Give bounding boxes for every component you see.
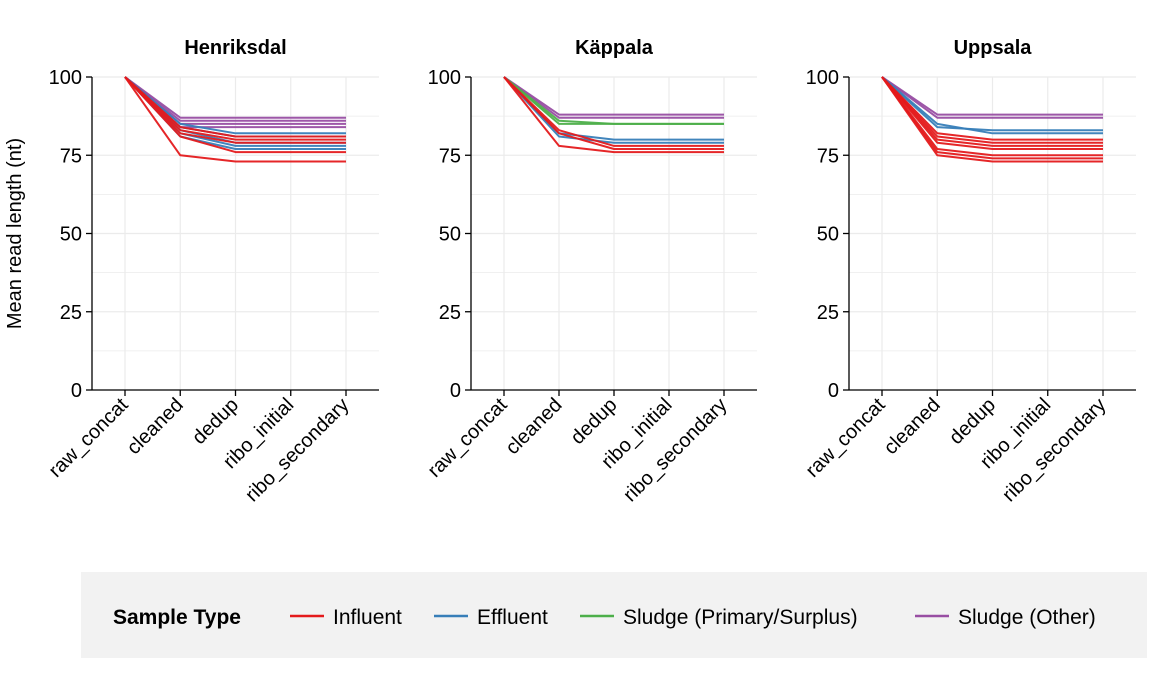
x-tick-label: ribo_secondary (998, 394, 1110, 506)
y-tick-label: 75 (817, 145, 839, 167)
series-line-influent (881, 76, 1103, 141)
x-tick-label: ribo_secondary (241, 394, 353, 506)
y-tick-label: 25 (60, 302, 82, 324)
y-tick-label: 75 (439, 145, 461, 167)
y-tick-label: 50 (817, 224, 839, 246)
x-tick-label: cleaned (123, 394, 188, 459)
y-tick-label: 0 (71, 380, 82, 402)
series-line-sludge-other- (124, 76, 346, 119)
y-axis-title: Mean read length (nt) (4, 138, 26, 329)
x-tick-label: raw_concat (802, 394, 890, 482)
series-line-influent (881, 76, 1103, 147)
legend-title: Sample Type (113, 606, 241, 629)
y-tick-label: 25 (439, 302, 461, 324)
series-line-sludge-primary-surplus- (503, 76, 724, 125)
series-line-effluent (881, 76, 1103, 132)
x-tick-label: raw_concat (45, 394, 133, 482)
series-line-sludge-other- (881, 76, 1103, 116)
series-line-influent (503, 76, 724, 150)
series-line-effluent (881, 76, 1103, 135)
series-line-sludge-other- (881, 76, 1103, 119)
series-line-sludge-other- (124, 76, 346, 122)
y-tick-label: 75 (60, 145, 82, 167)
x-tick-label: raw_concat (424, 394, 512, 482)
y-tick-label: 100 (49, 67, 82, 89)
series-line-sludge-other- (503, 76, 724, 119)
y-tick-label: 0 (450, 380, 461, 402)
x-tick-label: cleaned (501, 394, 566, 459)
series-line-influent (503, 76, 724, 154)
panel-title: Henriksdal (184, 37, 286, 59)
series-line-influent (881, 76, 1103, 150)
series-line-influent (881, 76, 1103, 160)
series-line-influent (124, 76, 346, 163)
legend-label: Sludge (Other) (958, 606, 1096, 629)
series-line-influent (124, 76, 346, 144)
y-tick-label: 0 (828, 380, 839, 402)
series-line-influent (881, 76, 1103, 157)
series-line-influent (881, 76, 1103, 144)
y-tick-label: 50 (439, 224, 461, 246)
legend: Sample Type Influent Effluent Sludge (Prima… (81, 572, 1147, 658)
y-tick-label: 50 (60, 224, 82, 246)
y-tick-label: 25 (817, 302, 839, 324)
legend-label: Sludge (Primary/Surplus) (623, 606, 858, 629)
series-line-sludge-other- (503, 76, 724, 116)
legend-label: Influent (333, 606, 402, 629)
series-line-influent (124, 76, 346, 141)
series-line-effluent (503, 76, 724, 144)
series-line-influent (124, 76, 346, 154)
panel-title: Käppala (575, 37, 654, 59)
legend-label: Effluent (477, 606, 548, 629)
series-line-influent (881, 76, 1103, 163)
series-line-influent (124, 76, 346, 138)
series-line-effluent (124, 76, 346, 135)
panel-title: Uppsala (954, 37, 1033, 59)
series-line-influent (503, 76, 724, 147)
x-tick-label: cleaned (880, 394, 945, 459)
y-tick-label: 100 (806, 67, 839, 89)
x-tick-label: ribo_secondary (619, 394, 731, 506)
y-tick-label: 100 (428, 67, 461, 89)
